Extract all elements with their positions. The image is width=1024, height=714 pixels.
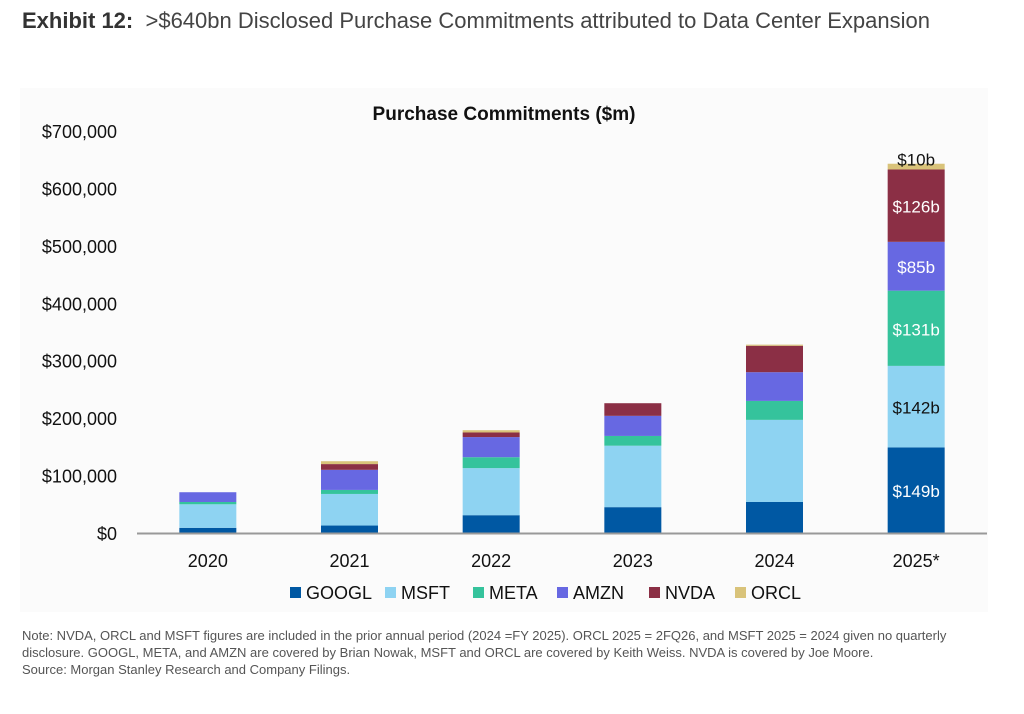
bar-segment-meta (887, 290, 945, 366)
legend-swatch-orcl (735, 587, 746, 598)
bar-segment-amzn (604, 415, 662, 436)
bar-segment-msft (887, 365, 945, 448)
bar-segment-meta (746, 400, 803, 420)
bar-segment-amzn (179, 492, 237, 502)
bar-segment-msft (604, 445, 662, 508)
bar-segment-nvda (462, 432, 520, 438)
y-tick-label: $300,000 (42, 352, 117, 372)
x-tick-label: 2022 (471, 551, 511, 571)
bar-segment-nvda (321, 464, 378, 470)
y-tick-label: $0 (97, 524, 117, 544)
y-tick-label: $500,000 (42, 237, 117, 257)
data-label: $149b (893, 482, 940, 501)
bar-segment-msft (179, 504, 237, 528)
data-label: $131b (893, 320, 940, 339)
bar-segment-orcl (746, 344, 803, 346)
bar-segment-nvda (887, 169, 945, 242)
bar-segment-meta (604, 435, 662, 446)
y-tick-label: $600,000 (42, 179, 117, 199)
bar-segment-msft (746, 419, 803, 502)
legend-swatch-msft (385, 587, 396, 598)
x-tick-label: 2023 (613, 551, 653, 571)
bar-segment-amzn (462, 437, 520, 458)
bar-segment-orcl (462, 430, 520, 433)
bar-segment-amzn (746, 372, 803, 401)
bar-segment-meta (321, 489, 378, 494)
legend-swatch-googl (290, 587, 301, 598)
bar-segment-googl (321, 525, 378, 533)
data-label: $10b (897, 151, 935, 170)
legend-label: GOOGL (306, 583, 372, 603)
x-tick-label: 2020 (188, 551, 228, 571)
data-label: $85b (897, 258, 935, 277)
bar-segment-googl (746, 501, 803, 533)
bar-segment-googl (887, 447, 945, 533)
bar-segment-googl (604, 507, 662, 533)
bar-segment-meta (179, 501, 237, 505)
legend-swatch-amzn (557, 587, 568, 598)
bar-segment-nvda (746, 345, 803, 373)
legend-label: NVDA (665, 583, 715, 603)
exhibit-label: Exhibit 12: (22, 8, 134, 33)
data-label: $142b (893, 399, 940, 418)
bar-segment-msft (321, 493, 378, 526)
note-text: Note: NVDA, ORCL and MSFT figures are in… (22, 628, 947, 660)
legend-swatch-meta (473, 587, 484, 598)
x-tick-label: 2025* (893, 551, 940, 571)
source-text: Source: Morgan Stanley Research and Comp… (22, 662, 351, 677)
y-tick-label: $400,000 (42, 294, 117, 314)
legend-label: MSFT (401, 583, 450, 603)
y-tick-label: $700,000 (42, 122, 117, 142)
x-tick-label: 2021 (329, 551, 369, 571)
bar-segment-nvda (604, 403, 662, 416)
bar-segment-amzn (321, 469, 378, 490)
bar-segment-msft (462, 468, 520, 516)
legend-label: AMZN (573, 583, 624, 603)
exhibit-heading: Exhibit 12: >$640bn Disclosed Purchase C… (22, 2, 1012, 40)
bar-segment-orcl (887, 163, 945, 170)
bar-segment-orcl (321, 461, 378, 465)
legend-swatch-nvda (649, 587, 660, 598)
legend-label: ORCL (751, 583, 801, 603)
data-label: $126b (893, 198, 940, 217)
y-tick-label: $200,000 (42, 409, 117, 429)
bar-segment-amzn (887, 241, 945, 291)
bar-segment-meta (462, 457, 520, 469)
y-tick-label: $100,000 (42, 467, 117, 487)
x-tick-label: 2024 (754, 551, 794, 571)
bar-segment-googl (179, 527, 237, 533)
footnote: Note: NVDA, ORCL and MSFT figures are in… (22, 627, 1002, 678)
bar-segment-googl (462, 515, 520, 533)
chart-title: Purchase Commitments ($m) (373, 104, 636, 125)
exhibit-title: >$640bn Disclosed Purchase Commitments a… (145, 8, 930, 33)
legend-label: META (489, 583, 538, 603)
